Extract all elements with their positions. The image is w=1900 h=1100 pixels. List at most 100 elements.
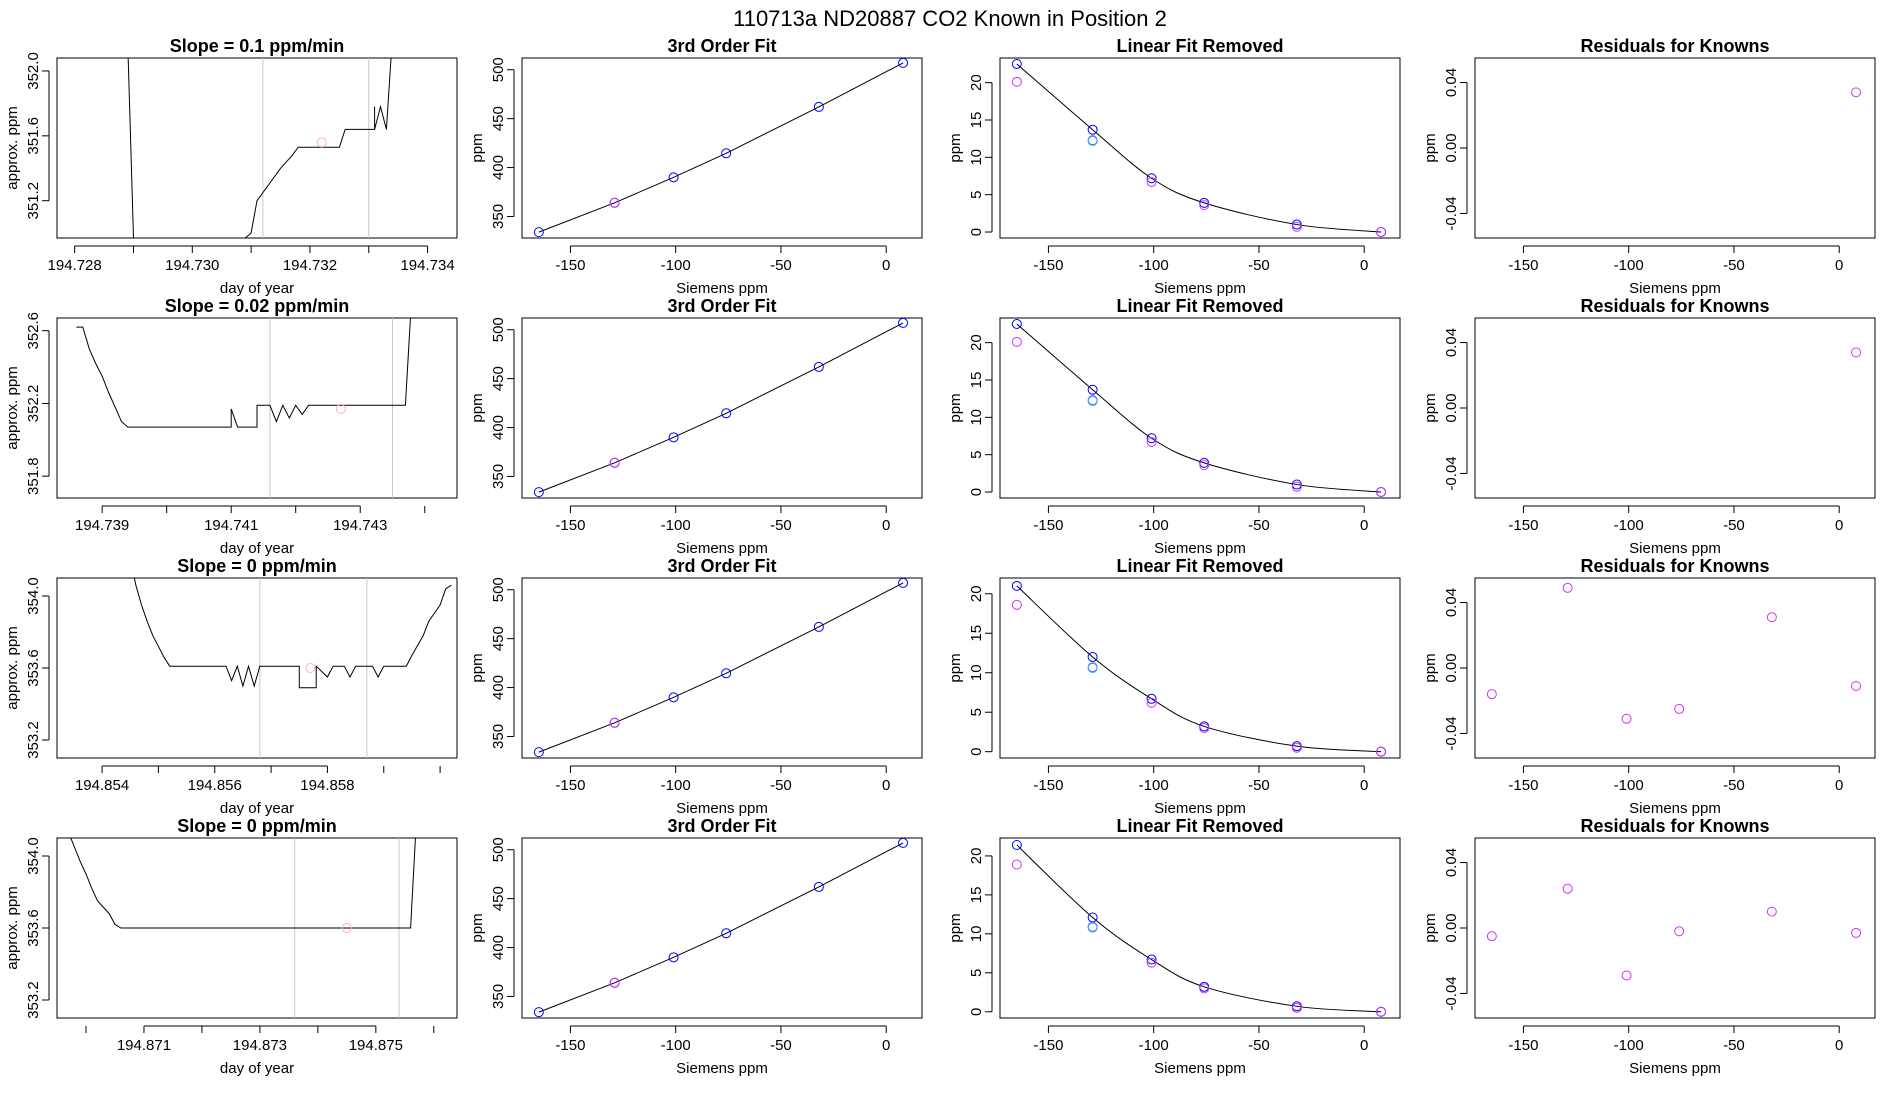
plot-area <box>1011 318 1387 498</box>
known-point <box>1291 481 1302 492</box>
y-tick-label: 353.6 <box>25 649 42 687</box>
plot-area <box>533 838 909 1018</box>
x-tick-label: -50 <box>770 1037 792 1054</box>
fit-curve <box>538 582 904 753</box>
fit-point <box>1291 479 1302 490</box>
y-tick-label: 5 <box>968 708 985 716</box>
x-tick-label: 0 <box>1360 257 1368 274</box>
y-tick-label: 450 <box>490 886 507 911</box>
fit-point <box>533 487 544 498</box>
co2-trace-line <box>133 578 452 689</box>
mean-marker <box>341 923 352 933</box>
plot-frame <box>56 317 458 499</box>
panel-r1c4: Residuals for Knowns -150 -100 -50 0 -0.04 0.0… <box>1422 36 1876 297</box>
y-tick-label: 500 <box>490 837 507 862</box>
y-axis-label: ppm <box>469 913 486 942</box>
y-axis-label: approx. ppm <box>4 106 21 189</box>
x-tick-label: -100 <box>1614 517 1644 534</box>
y-tick-label: 353.2 <box>25 981 42 1019</box>
fit-point <box>668 432 679 443</box>
plot-frame <box>521 317 923 499</box>
x-tick-label: 194.732 <box>283 257 337 274</box>
residual-point <box>1766 906 1777 917</box>
y-tick-label: 500 <box>490 317 507 342</box>
plot-frame <box>56 837 458 1019</box>
x-tick-label: -100 <box>1139 517 1169 534</box>
plot-area <box>1851 87 1862 98</box>
y-tick-label: 0.04 <box>1443 848 1460 877</box>
reference-point <box>1087 135 1098 146</box>
known-point <box>1146 176 1157 187</box>
y-tick-label: 500 <box>490 57 507 82</box>
fit-point <box>1011 840 1022 851</box>
plot-area <box>70 838 416 1018</box>
fit-curve <box>1016 63 1382 233</box>
panel-title: Linear Fit Removed <box>1116 816 1283 836</box>
x-tick-label: 194.873 <box>233 1037 287 1054</box>
y-tick-label: 351.6 <box>25 117 42 155</box>
plot-frame <box>521 57 923 239</box>
panel-r4c3: Linear Fit Removed -150 -100 -50 0 0 5 10 15 20 Si… <box>947 816 1401 1077</box>
y-tick-label: 352.2 <box>25 385 42 423</box>
known-point <box>1087 921 1098 932</box>
plot-area <box>76 318 411 498</box>
x-tick-label: -50 <box>1723 517 1745 534</box>
y-tick-label: 351.2 <box>25 182 42 220</box>
panel-r4c1: Slope = 0 ppm/min 194.871 194.873 194.875 35… <box>4 816 458 1077</box>
x-tick-label: -100 <box>1139 777 1169 794</box>
x-axis-label: Siemens ppm <box>1154 280 1246 297</box>
y-axis-label: ppm <box>469 653 486 682</box>
y-tick-label: 10 <box>968 409 985 426</box>
plot-frame <box>1474 577 1876 759</box>
residual-point <box>1851 927 1862 938</box>
x-tick-label: 0 <box>1835 517 1843 534</box>
x-tick-label: -100 <box>661 777 691 794</box>
x-tick-label: -100 <box>661 257 691 274</box>
x-tick-label: 194.734 <box>400 257 454 274</box>
x-tick-label: 0 <box>1835 1037 1843 1054</box>
x-axis-label: day of year <box>220 540 294 557</box>
reference-point <box>1087 922 1098 933</box>
plot-area <box>533 58 909 238</box>
known-point <box>1376 227 1387 238</box>
x-tick-label: 0 <box>882 1037 890 1054</box>
plot-frame <box>999 577 1401 759</box>
y-tick-label: 350 <box>490 204 507 229</box>
known-point <box>1199 723 1210 733</box>
x-tick-label: 194.739 <box>75 517 129 534</box>
plot-frame <box>521 577 923 759</box>
x-tick-label: -150 <box>1508 777 1538 794</box>
residual-point <box>1674 703 1685 714</box>
x-tick-label: -100 <box>1614 257 1644 274</box>
x-axis-label: Siemens ppm <box>1629 800 1721 817</box>
x-tick-label: 194.730 <box>165 257 219 274</box>
fit-curve <box>1016 323 1382 493</box>
y-tick-label: 10 <box>968 926 985 943</box>
x-axis-label: day of year <box>220 280 294 297</box>
y-tick-label: 400 <box>490 415 507 440</box>
x-tick-label: 194.854 <box>75 777 129 794</box>
y-tick-label: 10 <box>968 149 985 166</box>
y-tick-label: 354.0 <box>25 577 42 615</box>
panel-r3c3: Linear Fit Removed -150 -100 -50 0 0 5 10 15 20 Si… <box>947 556 1401 817</box>
fit-point <box>533 227 544 238</box>
x-tick-label: 194.858 <box>300 777 354 794</box>
y-tick-label: 0.00 <box>1443 133 1460 162</box>
known-point <box>1011 76 1022 87</box>
fit-point <box>1291 219 1302 230</box>
y-tick-label: 15 <box>968 372 985 389</box>
x-tick-label: -150 <box>1508 257 1538 274</box>
y-tick-label: -0.04 <box>1443 716 1460 750</box>
panel-title: 3rd Order Fit <box>667 36 776 56</box>
x-axis-label: Siemens ppm <box>676 800 768 817</box>
fit-curve <box>1016 844 1382 1013</box>
y-tick-label: 0.04 <box>1443 68 1460 97</box>
x-tick-label: -150 <box>1033 257 1063 274</box>
y-tick-label: 352.0 <box>25 52 42 90</box>
x-tick-label: -150 <box>1508 517 1538 534</box>
x-tick-label: 194.743 <box>333 517 387 534</box>
reference-point <box>1087 663 1098 673</box>
x-tick-label: 194.856 <box>188 777 242 794</box>
y-tick-label: 352.6 <box>25 312 42 350</box>
